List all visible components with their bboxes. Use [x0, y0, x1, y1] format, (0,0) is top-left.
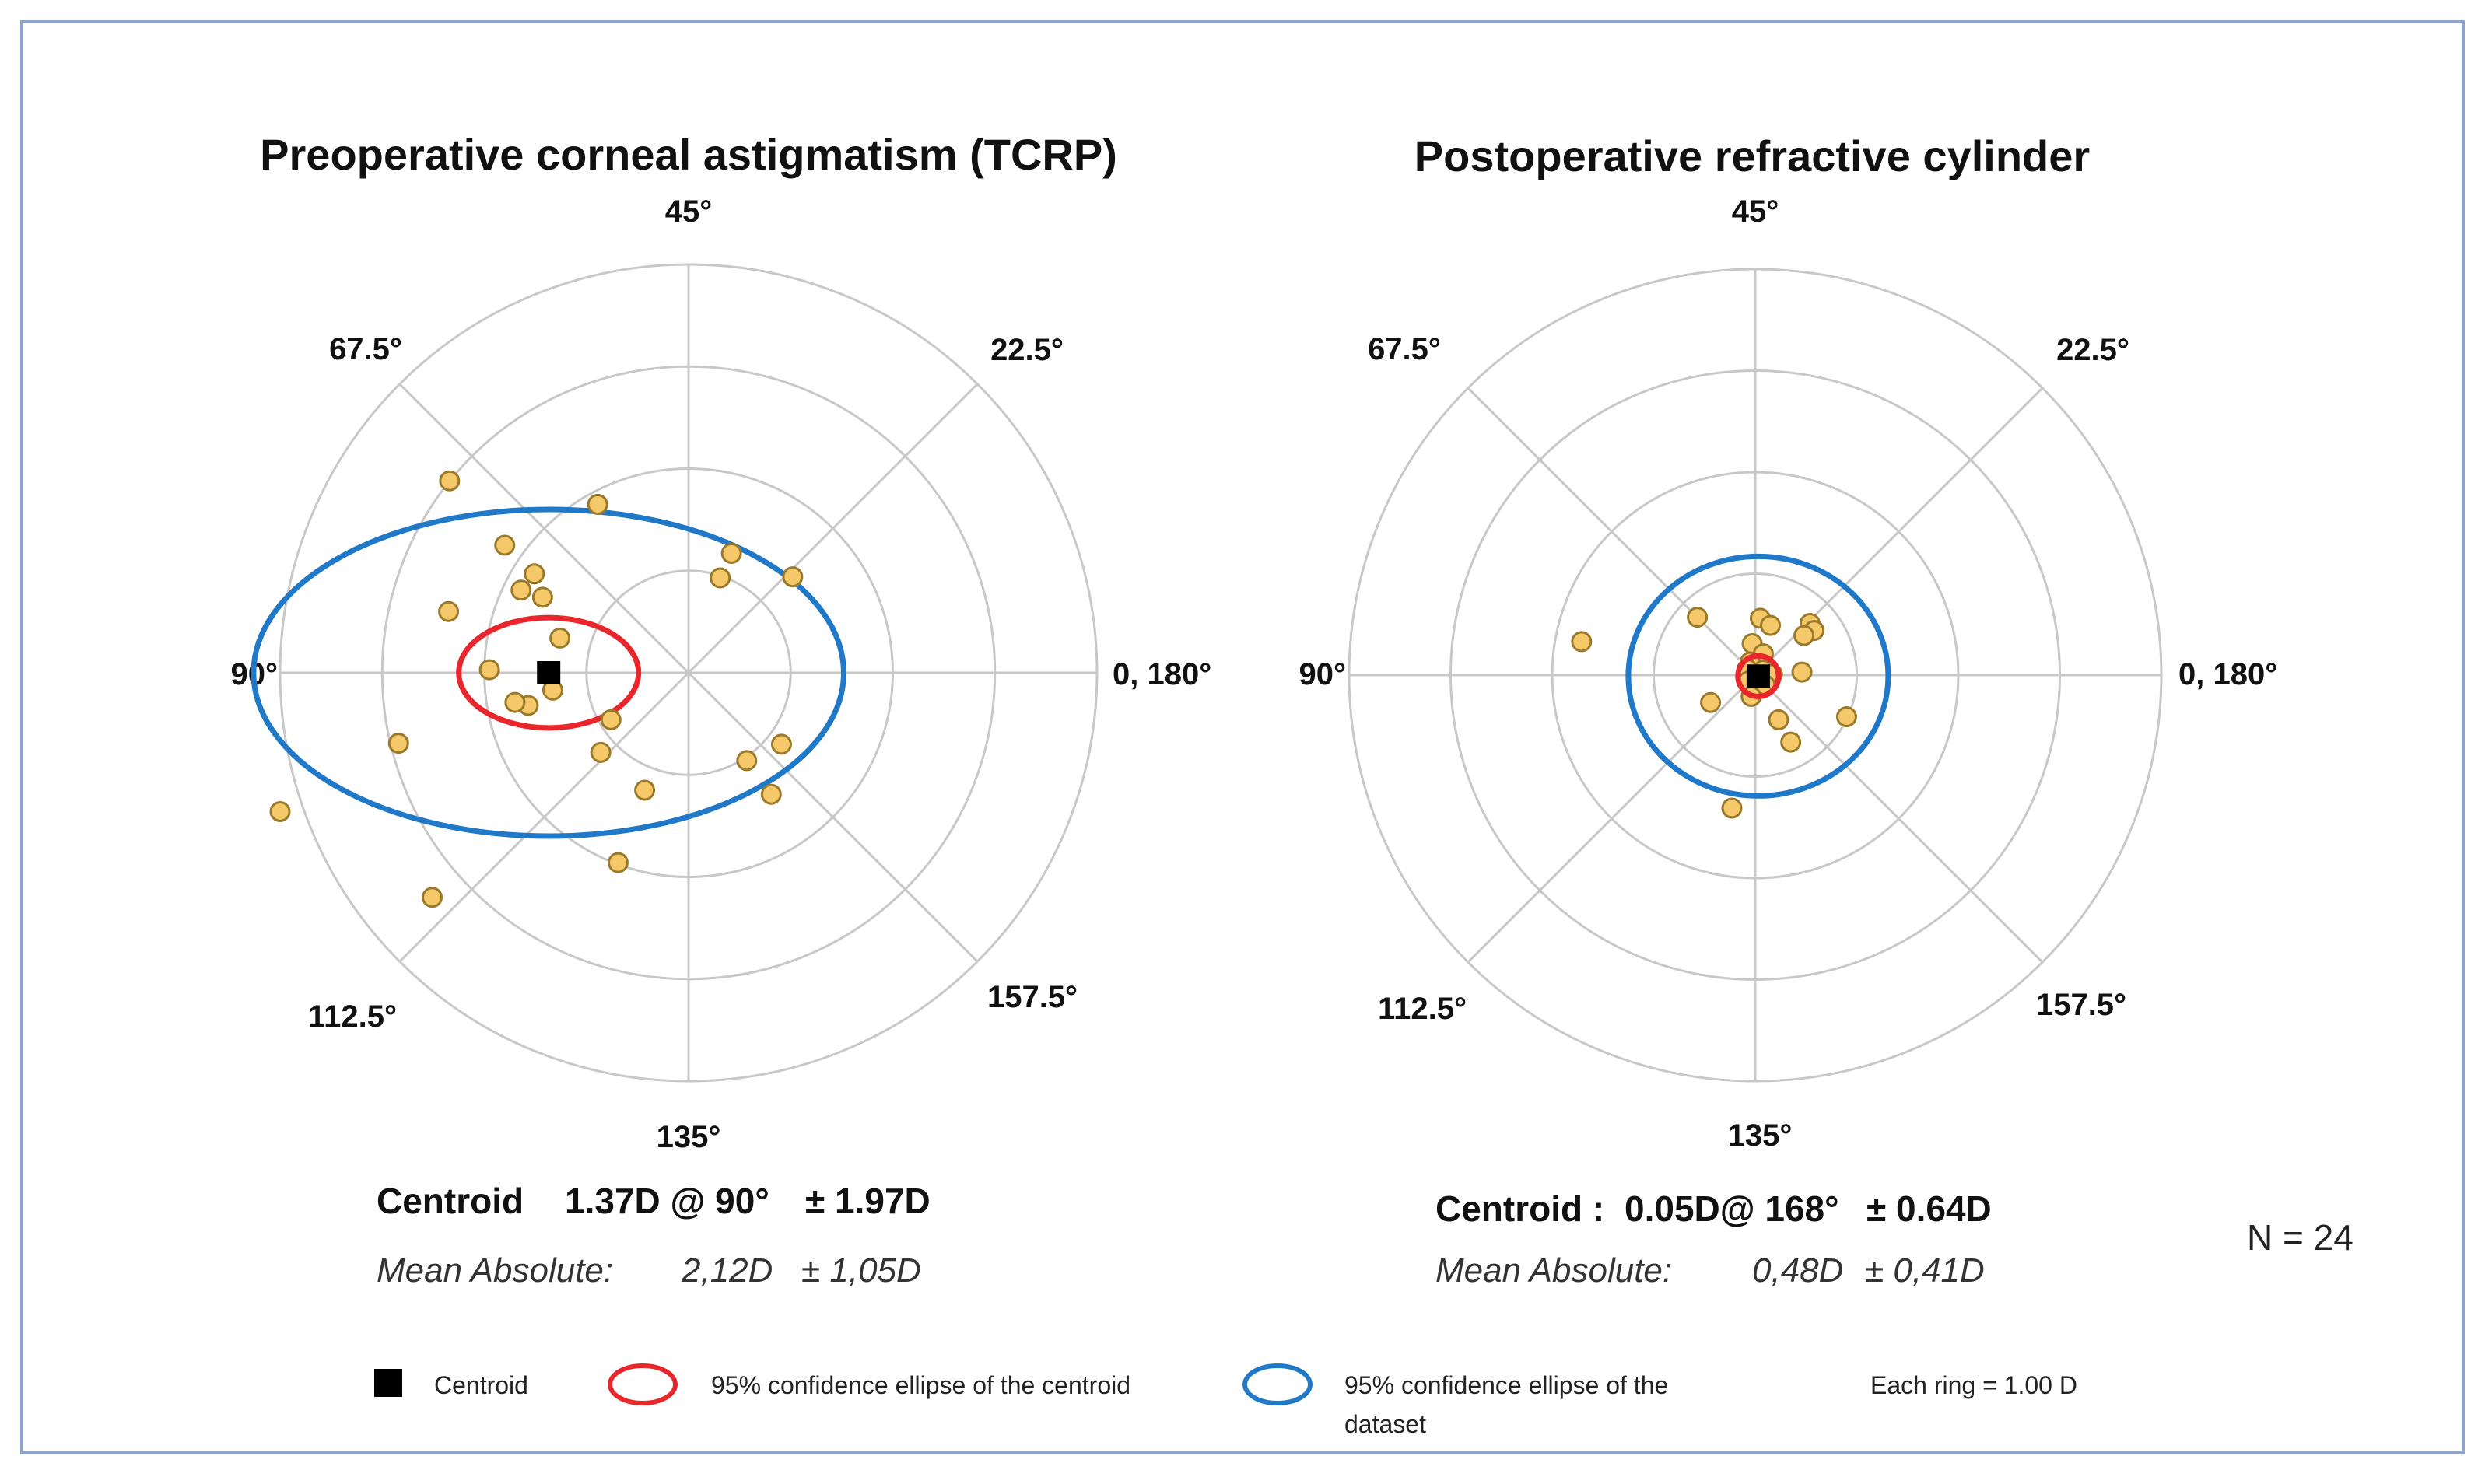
left-mean-value: 2,12D [681, 1251, 773, 1290]
left-angle-label-135: 135° [657, 1120, 721, 1154]
left-data-point-11 [600, 709, 622, 730]
left-data-point-15 [422, 887, 443, 908]
left-centroid-label: Centroid [377, 1181, 524, 1221]
right-angle-label-0-180: 0, 180° [2178, 657, 2277, 691]
left-centroid-marker [537, 661, 561, 684]
legend-centroid-ellipse-label: 95% confidence ellipse of the centroid [711, 1371, 1130, 1399]
right-data-point-22 [1721, 797, 1743, 819]
left-panel: Preoperative corneal astigmatism (TCRP) … [231, 130, 1212, 1290]
left-data-point-1 [439, 470, 461, 492]
left-data-point-2 [494, 534, 516, 556]
right-mean-sd: ± 0,41D [1865, 1251, 1985, 1290]
left-data-point-18 [720, 542, 742, 564]
right-data-point-1 [1571, 631, 1593, 653]
right-data-point-17 [1791, 661, 1813, 683]
right-angle-label-112-5: 112.5° [1378, 992, 1467, 1026]
left-data-point-21 [736, 750, 758, 772]
right-centroid-sd: ± 0.64D [1866, 1188, 1992, 1229]
right-angle-label-157-5: 157.5° [2036, 988, 2126, 1022]
left-data-point-17 [634, 779, 656, 801]
right-angle-label-22-5: 22.5° [2056, 333, 2129, 367]
left-centroid-sd: ± 1.97D [805, 1181, 931, 1221]
left-polar-grid [279, 263, 1099, 1083]
legend: Centroid 95% confidence ellipse of the c… [374, 1363, 2077, 1438]
left-points [269, 470, 804, 908]
right-angle-label-67-5: 67.5° [1368, 332, 1441, 366]
left-data-point-9 [504, 691, 526, 713]
left-angle-labels: 45° 22.5° 0, 180° 157.5° 135° 112.5° 90°… [231, 194, 1212, 1154]
left-centroid-value: 1.37D @ 90° [565, 1181, 769, 1221]
right-data-point-18 [1700, 691, 1722, 713]
right-chart-title: Postoperative refractive cylinder [1414, 131, 2090, 180]
right-dataset-ellipse [1625, 553, 1891, 799]
right-centroid-label: Centroid : [1435, 1188, 1604, 1229]
left-data-point-20 [782, 566, 804, 588]
left-data-point-23 [760, 783, 782, 805]
left-spoke-3 [398, 383, 979, 963]
left-data-point-14 [269, 801, 291, 822]
legend-dataset-ellipse-label-line1: 95% confidence ellipse of the [1344, 1371, 1668, 1399]
left-data-point-16 [607, 852, 629, 873]
left-angle-label-157-5: 157.5° [987, 980, 1078, 1014]
left-data-point-3 [587, 493, 608, 515]
left-data-point-5 [510, 579, 532, 601]
left-mean-label: Mean Absolute: [377, 1251, 613, 1290]
right-mean-value: 0,48D [1752, 1251, 1843, 1290]
left-data-point-6 [438, 600, 460, 622]
right-centroid-summary: Centroid : 0.05D@ 168° ± 0.64D [1435, 1188, 1992, 1229]
right-polar-grid [1348, 268, 2163, 1083]
legend-centroid-ellipse-swatch [608, 1363, 678, 1405]
right-data-point-20 [1780, 731, 1802, 753]
right-angle-label-135: 135° [1728, 1118, 1793, 1153]
right-panel: Postoperative refractive cylinder 45° 22… [1299, 131, 2278, 1290]
left-data-point-19 [710, 567, 731, 589]
left-angle-label-0-180: 0, 180° [1113, 657, 1211, 691]
left-data-point-12 [590, 741, 612, 763]
left-mean-absolute: Mean Absolute: 2,12D ± 1,05D [377, 1251, 921, 1290]
left-angle-label-22-5: 22.5° [990, 333, 1064, 367]
left-chart-title: Preoperative corneal astigmatism (TCRP) [260, 130, 1117, 179]
right-centroid-ellipse [1735, 653, 1782, 699]
left-dataset-ellipse [251, 506, 846, 839]
right-data-point-19 [1768, 709, 1789, 730]
right-data-point-4 [1760, 614, 1782, 636]
left-data-point-25 [531, 586, 553, 608]
right-mean-label: Mean Absolute: [1435, 1251, 1672, 1290]
left-angle-label-112-5: 112.5° [308, 999, 397, 1034]
figure-frame [20, 20, 2465, 1454]
right-angle-labels: 45° 22.5° 0, 180° 157.5° 135° 112.5° 90°… [1299, 194, 2278, 1153]
legend-ring-note: Each ring = 1.00 D [1870, 1371, 2077, 1399]
left-centroid-ellipse [456, 614, 642, 731]
right-angle-label-90: 90° [1299, 657, 1347, 691]
left-data-point-22 [770, 733, 792, 755]
right-data-point-7 [1793, 625, 1815, 646]
right-centroid-value: 0.05D@ 168° [1625, 1188, 1839, 1229]
left-centroid-summary: Centroid 1.37D @ 90° ± 1.97D [377, 1181, 931, 1221]
left-data-point-7 [478, 659, 500, 681]
legend-centroid-label: Centroid [434, 1371, 528, 1399]
right-angle-label-45: 45° [1732, 194, 1779, 229]
sample-size-label: N = 24 [2247, 1217, 2354, 1258]
legend-dataset-ellipse-swatch [1242, 1363, 1313, 1405]
left-angle-label-67-5: 67.5° [329, 332, 402, 366]
left-data-point-4 [524, 563, 545, 585]
left-mean-sd: ± 1,05D [801, 1251, 921, 1290]
legend-dataset-ellipse-label-line2: dataset [1344, 1410, 1426, 1438]
right-data-point-2 [1687, 607, 1709, 628]
left-data-point-24 [549, 627, 571, 649]
left-data-point-13 [387, 733, 409, 754]
legend-centroid-swatch [374, 1369, 402, 1397]
right-centroid-marker [1746, 664, 1770, 688]
right-data-point-21 [1835, 706, 1857, 728]
right-mean-absolute: Mean Absolute: 0,48D ± 0,41D [1435, 1251, 1985, 1290]
left-angle-label-45: 45° [665, 194, 713, 229]
